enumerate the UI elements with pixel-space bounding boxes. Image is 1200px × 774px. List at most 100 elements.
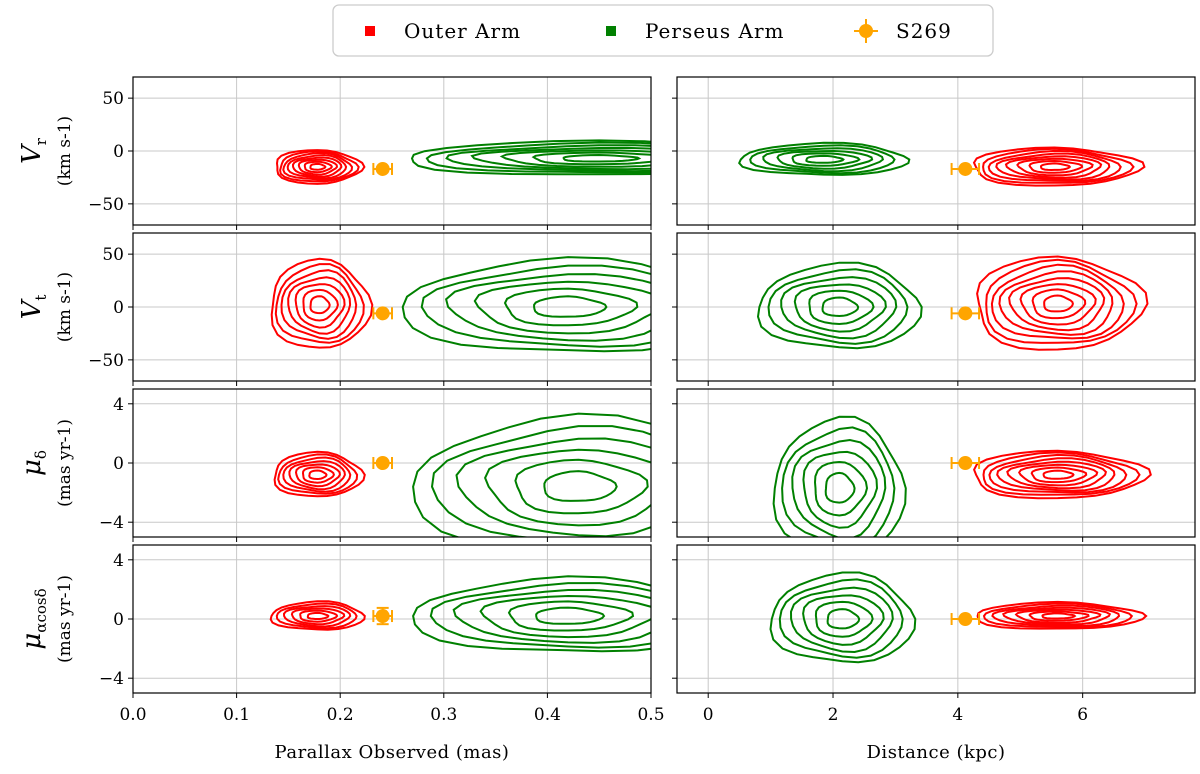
contour-level-outer-arm (282, 605, 352, 628)
y-axis-label-main: μαcosδ (17, 588, 50, 649)
contour-level-perseus-arm (778, 578, 904, 659)
legend-marker-square (365, 26, 375, 36)
contour-level-perseus-arm (444, 273, 651, 342)
contour-group (756, 255, 1149, 351)
contour-level-outer-arm (275, 602, 358, 630)
s269-point (372, 306, 393, 321)
x-tick-label: 0.5 (637, 705, 664, 725)
x-tick-label: 0 (703, 705, 714, 725)
contour-level-outer-arm (1043, 294, 1074, 313)
y-tick-label: −4 (99, 669, 124, 689)
contour-level-perseus-arm (412, 412, 651, 537)
contour-level-outer-arm (301, 466, 335, 484)
contour-level-outer-arm (294, 463, 341, 488)
contour-level-outer-arm (976, 255, 1149, 351)
contour-level-outer-arm (269, 600, 366, 631)
s269-point (950, 161, 981, 176)
contour-level-perseus-arm (767, 268, 909, 345)
contour-level-perseus-arm (791, 438, 887, 537)
y-tick-label: 4 (113, 395, 124, 415)
contour-level-outer-arm (306, 611, 330, 620)
contour-level-perseus-arm (772, 415, 907, 537)
contour-level-perseus-arm (455, 437, 651, 537)
contour-level-outer-arm (308, 469, 328, 481)
panel-r3-c0: 4 0 −4 0.0 0.1 0.2 0.3 0.4 0.5 (99, 544, 665, 725)
contour-level-perseus-arm (429, 582, 651, 649)
contour-level-perseus-arm (813, 460, 869, 517)
contour-level-perseus-arm (507, 600, 635, 632)
y-axis-label-main: Vr (17, 137, 50, 164)
x-tick-label: 0.2 (327, 705, 354, 725)
s269-point (372, 456, 393, 470)
legend-label: S269 (896, 19, 952, 43)
contour-level-outer-arm (1031, 288, 1087, 320)
s269-marker (375, 609, 390, 624)
s269-marker (958, 306, 973, 321)
contour-group (769, 571, 1148, 664)
contour-level-outer-arm (273, 450, 366, 498)
legend-item-0: Outer Arm (365, 19, 521, 43)
y-axis-label-main: μδ (17, 450, 50, 476)
s269-point (372, 606, 393, 626)
s269-marker (375, 456, 390, 470)
contour-level-perseus-arm (514, 458, 649, 515)
contour-level-outer-arm (996, 457, 1116, 492)
y-axis-label-unit: (mas yr-1) (55, 575, 75, 663)
contour-level-outer-arm (303, 160, 333, 174)
contour-level-perseus-arm (769, 571, 917, 664)
legend-item-2: S269 (854, 19, 952, 43)
contour-level-outer-arm (277, 453, 359, 495)
contour-level-perseus-arm (430, 425, 651, 537)
y-tick-label: 0 (113, 142, 124, 162)
s269-marker (375, 306, 390, 321)
contour-level-perseus-arm (562, 153, 642, 163)
contour-level-outer-arm (286, 153, 348, 180)
contour-level-outer-arm (282, 152, 354, 181)
legend-label: Outer Arm (404, 19, 521, 43)
contour-level-outer-arm (982, 451, 1141, 496)
contour-level-outer-arm (282, 456, 352, 493)
contour-level-outer-arm (985, 258, 1138, 344)
contour-level-perseus-arm (503, 287, 639, 327)
x-tick-label: 0.3 (430, 705, 457, 725)
contour-level-outer-arm (1004, 155, 1103, 179)
contour-level-outer-arm (972, 146, 1146, 187)
legend-marker-circle (859, 24, 873, 38)
x-tick-label: 0.0 (119, 705, 146, 725)
contour-level-perseus-arm (543, 470, 618, 502)
contour-level-outer-arm (1028, 610, 1090, 622)
y-tick-label: 0 (113, 454, 124, 474)
contour-level-perseus-arm (499, 149, 651, 168)
contour-level-outer-arm (991, 604, 1121, 628)
legend-label: Perseus Arm (645, 19, 785, 43)
contour-level-perseus-arm (802, 450, 879, 529)
contour-level-perseus-arm (756, 261, 923, 350)
contour-level-perseus-arm (805, 154, 845, 164)
panel-r3-c1: 0 2 4 6 (672, 544, 1196, 725)
contour-level-perseus-arm (445, 144, 651, 173)
y-tick-label: −4 (99, 513, 124, 533)
y-axis-label-unit: (km s-1) (55, 116, 75, 186)
contour-level-outer-arm (290, 607, 346, 626)
contour-level-outer-arm (1014, 608, 1102, 624)
contour-level-outer-arm (1040, 162, 1072, 172)
s269-marker (958, 161, 973, 176)
contour-level-outer-arm (288, 460, 346, 491)
contour-level-perseus-arm (789, 586, 894, 654)
s269-point (950, 306, 981, 321)
y-axis-label-row-2: μδ (mas yr-1) (17, 419, 75, 507)
contour-level-perseus-arm (791, 152, 861, 167)
contour-level-perseus-arm (824, 471, 856, 504)
contour-level-outer-arm (1008, 277, 1106, 332)
y-axis-label-row-0: Vr (km s-1) (17, 116, 75, 186)
panel-r0-c1 (672, 76, 1196, 230)
y-tick-label: 50 (102, 245, 124, 265)
contour-level-perseus-arm (420, 264, 651, 348)
contour-level-outer-arm (1030, 466, 1088, 484)
contour-level-perseus-arm (412, 575, 651, 653)
contour-level-outer-arm (1028, 159, 1084, 174)
contour-level-outer-arm (280, 269, 358, 340)
panel-r2-c1 (672, 388, 1196, 542)
contour-level-outer-arm (287, 276, 352, 335)
